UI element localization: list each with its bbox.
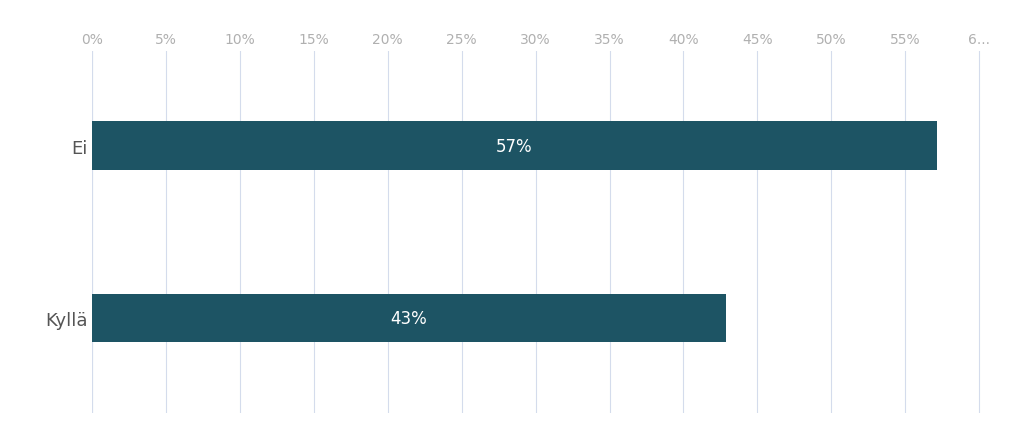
Bar <box>92 294 726 342</box>
Text: 57%: 57% <box>497 137 532 155</box>
Text: 43%: 43% <box>390 309 427 327</box>
Bar <box>92 122 937 170</box>
